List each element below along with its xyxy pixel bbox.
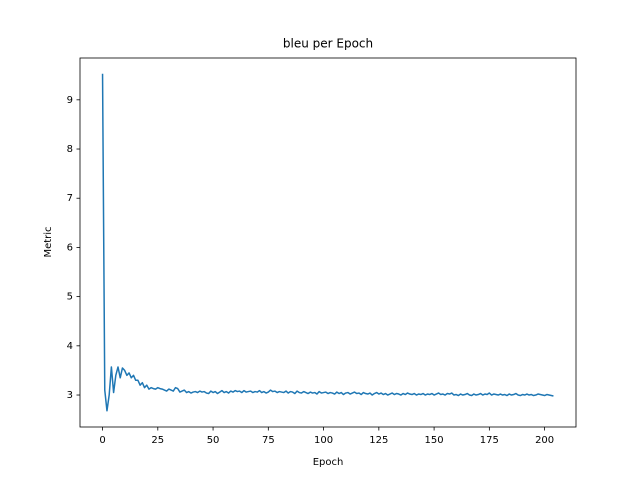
x-tick-label: 25: [151, 435, 164, 446]
y-tick-label: 8: [67, 144, 73, 155]
y-tick-label: 7: [67, 193, 73, 204]
data-line: [101, 73, 554, 412]
x-tick-label: 175: [480, 435, 499, 446]
x-tick-label: 200: [535, 435, 554, 446]
y-tick-label: 4: [67, 341, 73, 352]
y-tick-label: 5: [67, 292, 73, 303]
x-tick-label: 125: [369, 435, 388, 446]
y-tick-label: 9: [67, 95, 73, 106]
plot-frame: [79, 57, 577, 428]
y-axis-label: Metric: [43, 226, 54, 257]
x-tick-label: 150: [425, 435, 444, 446]
y-tick-label: 3: [67, 390, 73, 401]
x-tick-label: 75: [262, 435, 275, 446]
x-axis-label: Epoch: [313, 457, 344, 468]
x-tick-label: 0: [99, 435, 105, 446]
x-tick-label: 50: [207, 435, 220, 446]
chart-title: bleu per Epoch: [283, 37, 373, 51]
x-tick-label: 100: [314, 435, 333, 446]
y-tick-label: 6: [67, 242, 73, 253]
